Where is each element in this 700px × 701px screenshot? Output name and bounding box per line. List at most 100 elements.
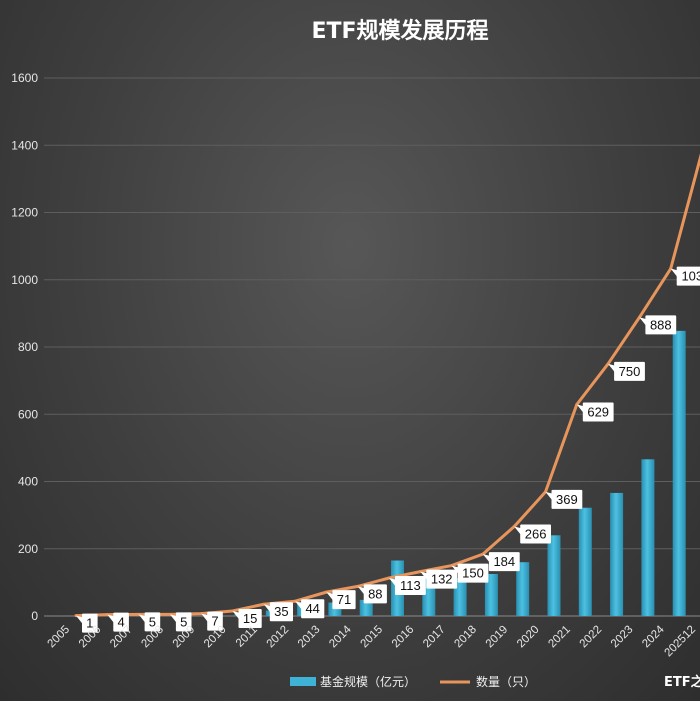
data-label: 15 — [232, 608, 262, 628]
data-label-text: 1 — [86, 616, 93, 631]
x-tick-label: 2005 — [46, 624, 73, 651]
data-label-box — [238, 608, 262, 628]
data-label-text: 629 — [587, 404, 609, 419]
x-tick-label: 2015 — [359, 624, 386, 651]
x-tick-label: 2019 — [484, 624, 511, 651]
legend-bar-label[interactable]: 基金规模（亿元） — [320, 674, 416, 689]
watermark: ETF之 — [664, 674, 700, 690]
data-label: 750 — [608, 361, 645, 381]
x-tick-label: 2013 — [296, 624, 323, 651]
x-tick-label: 2007 — [108, 624, 135, 651]
data-labels: 1 4 5 5 7 15 35 44 71 88 113 132 150 184 266 369 629 750 8… — [76, 266, 700, 633]
data-label: 7 — [201, 611, 223, 631]
data-label: 44 — [295, 599, 325, 619]
data-label-box — [520, 524, 551, 544]
data-label-box — [301, 599, 325, 619]
x-tick-label: 2012 — [265, 624, 292, 651]
data-label-box — [582, 402, 614, 422]
bar — [672, 330, 686, 616]
bar — [516, 562, 530, 616]
x-tick-label: 2021 — [546, 624, 573, 651]
data-label: 113 — [389, 576, 426, 596]
y-axis: 0 200 400 600 800 1000 1200 1400 1600 — [11, 71, 38, 623]
data-label: 88 — [357, 584, 387, 604]
data-label-text: 1033 — [681, 269, 700, 284]
data-label-box — [144, 612, 161, 632]
data-label-box — [614, 361, 645, 381]
data-label: 266 — [514, 524, 551, 544]
data-label-text: 132 — [431, 572, 453, 587]
data-label: 132 — [420, 569, 458, 589]
x-tick-label: 2008 — [139, 624, 166, 651]
bar — [578, 507, 592, 616]
x-tick-label: 2010 — [202, 624, 229, 651]
data-label-text: 113 — [400, 578, 421, 593]
y-tick-label: 1000 — [11, 273, 38, 287]
y-tick-label: 800 — [18, 340, 38, 354]
data-label-text: 88 — [368, 586, 382, 601]
bar — [547, 535, 561, 616]
data-label-box — [332, 590, 356, 610]
data-label-text: 5 — [180, 614, 187, 629]
data-label-text: 7 — [211, 614, 218, 629]
data-label-box — [207, 611, 223, 631]
bar — [359, 599, 373, 616]
data-label-text: 184 — [493, 554, 515, 569]
data-label-box — [645, 315, 677, 335]
y-tick-label: 1200 — [11, 206, 38, 220]
chart-title: ETF规模发展历程 — [311, 18, 488, 44]
data-label-text: 4 — [117, 615, 124, 630]
data-label: 1033 — [670, 266, 700, 286]
x-tick-label: 2017 — [421, 624, 448, 651]
line-series — [74, 153, 700, 618]
legend-line-label[interactable]: 数量（只） — [476, 674, 536, 689]
x-tick-label: 202512 — [663, 624, 699, 660]
data-label-text: 750 — [619, 364, 641, 379]
data-label-box — [82, 613, 98, 633]
x-tick-label: 2014 — [327, 623, 354, 650]
x-axis: 2005 2006 2007 2008 2009 2010 2011 2012 2013 2014… — [46, 623, 699, 659]
y-tick-label: 0 — [31, 609, 38, 623]
y-tick-label: 600 — [18, 407, 38, 421]
data-label-text: 15 — [243, 611, 257, 626]
y-tick-label: 1600 — [11, 71, 38, 85]
bar — [484, 573, 498, 616]
bar-series — [78, 330, 686, 616]
data-label: 5 — [138, 612, 161, 632]
data-label: 629 — [576, 402, 614, 422]
data-label-box — [113, 612, 129, 632]
data-label-box — [488, 552, 520, 572]
x-tick-label: 2022 — [578, 624, 605, 651]
data-label-box — [551, 489, 583, 509]
data-label-text: 44 — [305, 601, 319, 616]
y-tick-label: 200 — [18, 542, 38, 556]
data-label-box — [426, 569, 458, 589]
legend[interactable]: 基金规模（亿元） 数量（只） — [290, 674, 536, 689]
data-label-text: 150 — [462, 566, 484, 581]
data-label-box — [363, 584, 387, 604]
data-label: 369 — [545, 489, 583, 509]
x-tick-label: 2024 — [640, 623, 667, 650]
grid — [44, 77, 700, 617]
data-label: 1 — [76, 613, 98, 633]
data-label-text: 71 — [337, 592, 351, 607]
data-label-text: 266 — [525, 527, 547, 542]
data-label-text: 369 — [556, 492, 578, 507]
data-label-box — [457, 563, 489, 583]
x-tick-label: 2006 — [77, 624, 104, 651]
data-label: 5 — [169, 612, 192, 632]
data-label-text: 35 — [274, 604, 288, 619]
data-label-box — [395, 576, 426, 596]
x-tick-label: 2009 — [171, 624, 198, 651]
data-label: 4 — [107, 612, 129, 632]
count-line — [75, 153, 700, 618]
data-label-box — [175, 612, 192, 632]
data-label-box — [269, 602, 293, 622]
y-tick-label: 1400 — [11, 138, 38, 152]
data-label: 35 — [263, 602, 293, 622]
data-label-text: 888 — [650, 317, 672, 332]
data-label-box — [676, 266, 700, 286]
x-tick-label: 2016 — [390, 624, 417, 651]
x-tick-label: 2023 — [609, 624, 636, 651]
